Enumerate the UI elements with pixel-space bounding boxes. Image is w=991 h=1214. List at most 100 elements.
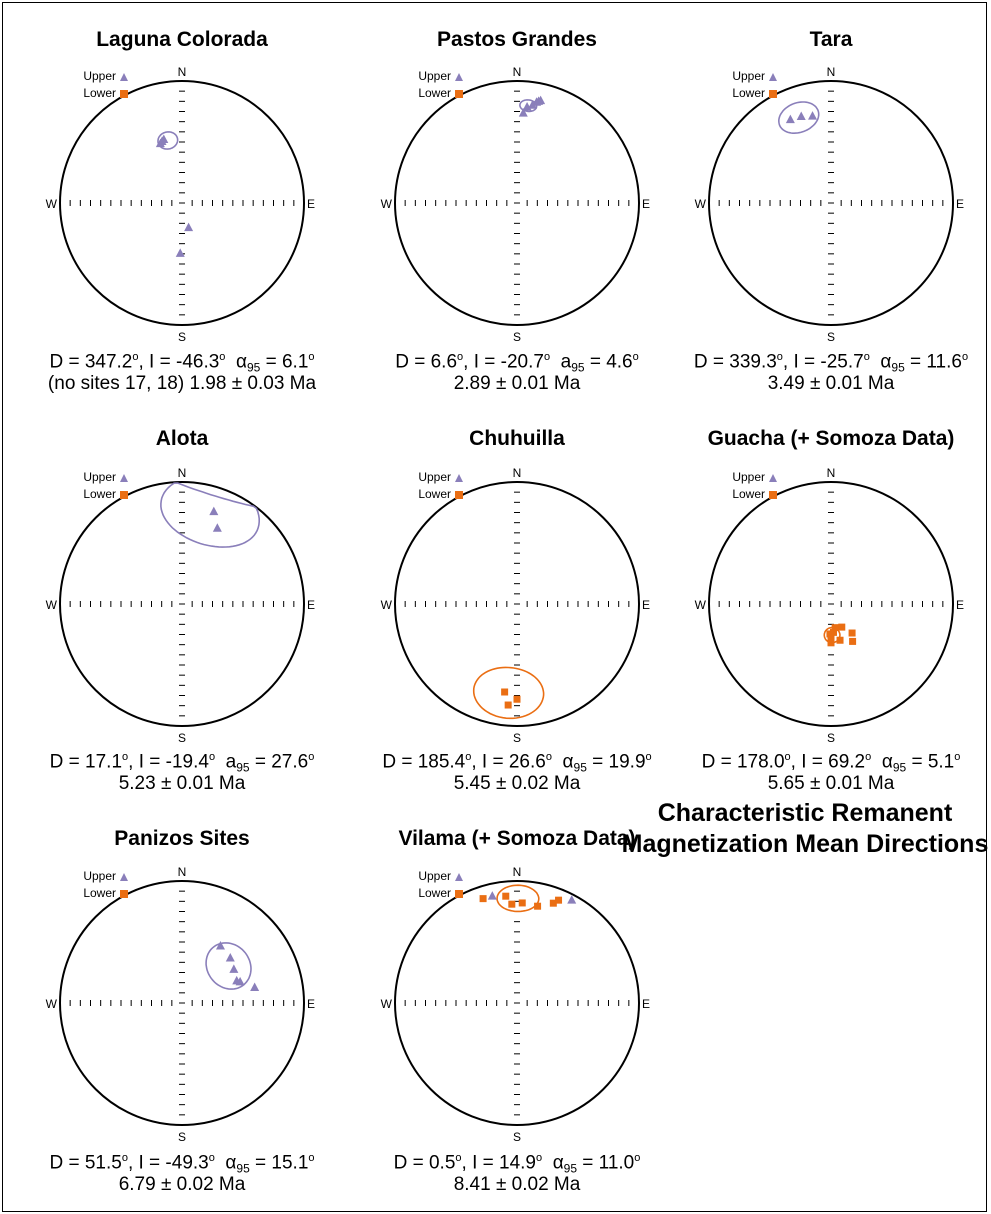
lower-point (836, 636, 844, 644)
stat-line: D = 17.1o, I = -19.4o a95 = 27.6o (49, 751, 315, 775)
lower-point (479, 895, 487, 903)
primitive-circle (708, 80, 954, 326)
stat-line: D = 347.2o, I = -46.3o α95 = 6.1o (49, 351, 315, 375)
legend: Upper Lower (367, 68, 463, 102)
lower-point (827, 639, 835, 647)
label-s: S (178, 330, 186, 344)
net-title: Laguna Colorada (96, 28, 268, 51)
upper-point (487, 891, 497, 900)
stat-line: D = 185.4o, I = 26.6o α95 = 19.9o (382, 751, 652, 775)
a95-ellipse (777, 101, 820, 134)
net-statistics: D = 6.6o, I = -20.7o a95 = 4.6o 2.89 ± 0.… (327, 346, 707, 395)
age-line: 5.23 ± 0.01 Ma (118, 773, 246, 795)
age-line: 6.79 ± 0.02 Ma (118, 1174, 246, 1196)
label-n: N (513, 65, 522, 79)
legend: Upper Lower (32, 868, 128, 902)
label-w: W (46, 197, 58, 211)
upper-point (215, 940, 225, 950)
primitive-circle (708, 481, 954, 727)
legend-upper-label: Upper (418, 470, 451, 484)
a95-ellipse (205, 942, 252, 990)
upper-point (209, 506, 219, 516)
stereonet: N S E W (695, 65, 964, 344)
label-n: N (178, 865, 187, 879)
legend-upper-label: Upper (732, 69, 765, 83)
stereonet: N S E W (46, 65, 315, 344)
label-e: E (642, 197, 650, 211)
upper-point (536, 95, 546, 105)
legend: Upper Lower (681, 469, 777, 503)
upper-triangle-icon (455, 474, 463, 482)
label-e: E (642, 997, 650, 1011)
label-n: N (513, 865, 522, 879)
primitive-circle (59, 80, 305, 326)
primitive-circle (394, 80, 640, 326)
lower-square-icon (120, 90, 128, 98)
lower-point (838, 623, 846, 631)
summary-title: Characteristic Remanent Magnetization Me… (621, 799, 989, 858)
legend-upper-label: Upper (83, 470, 116, 484)
net-statistics: D = 347.2o, I = -46.3o α95 = 6.1o (no sit… (0, 346, 372, 395)
label-w: W (46, 598, 58, 612)
label-s: S (513, 330, 521, 344)
label-w: W (381, 197, 393, 211)
primitive-circle (59, 481, 305, 727)
a95-ellipse (160, 482, 260, 548)
upper-point (518, 108, 528, 117)
lower-point (513, 695, 521, 703)
lower-point (508, 900, 516, 908)
age-line: 3.49 ± 0.01 Ma (767, 373, 895, 395)
a95-ellipse (472, 666, 545, 720)
legend-lower-label: Lower (418, 487, 451, 501)
lower-square-icon (455, 491, 463, 499)
upper-point (527, 100, 537, 109)
lower-square-icon (769, 491, 777, 499)
legend-upper-label: Upper (83, 869, 116, 883)
net-statistics: D = 178.0o, I = 69.2o α95 = 5.1o 5.65 ± 0… (641, 746, 991, 795)
upper-triangle-icon (455, 873, 463, 881)
lower-point (831, 624, 839, 632)
legend-lower-label: Lower (83, 886, 116, 900)
lower-square-icon (455, 90, 463, 98)
lower-point (848, 629, 856, 637)
stat-line: D = 51.5o, I = -49.3o α95 = 15.1o (49, 1152, 315, 1176)
age-line: 5.45 ± 0.02 Ma (453, 773, 581, 795)
net-statistics: D = 17.1o, I = -19.4o a95 = 27.6o 5.23 ± … (0, 746, 372, 795)
label-s: S (513, 731, 521, 745)
upper-triangle-icon (769, 73, 777, 81)
label-w: W (46, 997, 58, 1011)
legend-lower-label: Lower (83, 86, 116, 100)
legend: Upper Lower (367, 469, 463, 503)
primitive-circle (394, 481, 640, 727)
label-n: N (827, 65, 836, 79)
legend: Upper Lower (367, 868, 463, 902)
legend-lower-label: Lower (732, 86, 765, 100)
upper-point (159, 134, 169, 144)
net-title: Panizos Sites (114, 827, 250, 850)
upper-triangle-icon (120, 474, 128, 482)
label-e: E (307, 197, 315, 211)
lower-point (549, 899, 557, 907)
primitive-circle (394, 880, 640, 1126)
legend: Upper Lower (32, 469, 128, 503)
upper-point (229, 964, 239, 973)
legend: Upper Lower (681, 68, 777, 102)
stereonet: N S E W (46, 466, 315, 745)
age-line: 2.89 ± 0.01 Ma (453, 373, 581, 395)
stat-line: D = 339.3o, I = -25.7o α95 = 11.6o (693, 351, 969, 375)
label-s: S (827, 330, 835, 344)
a95-ellipse (519, 99, 538, 113)
age-line: (no sites 17, 18) 1.98 ± 0.03 Ma (47, 373, 317, 395)
label-e: E (307, 598, 315, 612)
lower-point (504, 701, 512, 709)
label-s: S (178, 1130, 186, 1144)
stat-line: D = 6.6o, I = -20.7o a95 = 4.6o (395, 351, 639, 375)
stat-line: D = 0.5o, I = 14.9o α95 = 11.0o (393, 1152, 641, 1176)
lower-point (829, 628, 837, 636)
net-title: Tara (809, 28, 853, 51)
upper-point (225, 952, 235, 962)
lower-point (502, 892, 510, 900)
lower-point (849, 637, 857, 645)
legend-lower-label: Lower (418, 886, 451, 900)
